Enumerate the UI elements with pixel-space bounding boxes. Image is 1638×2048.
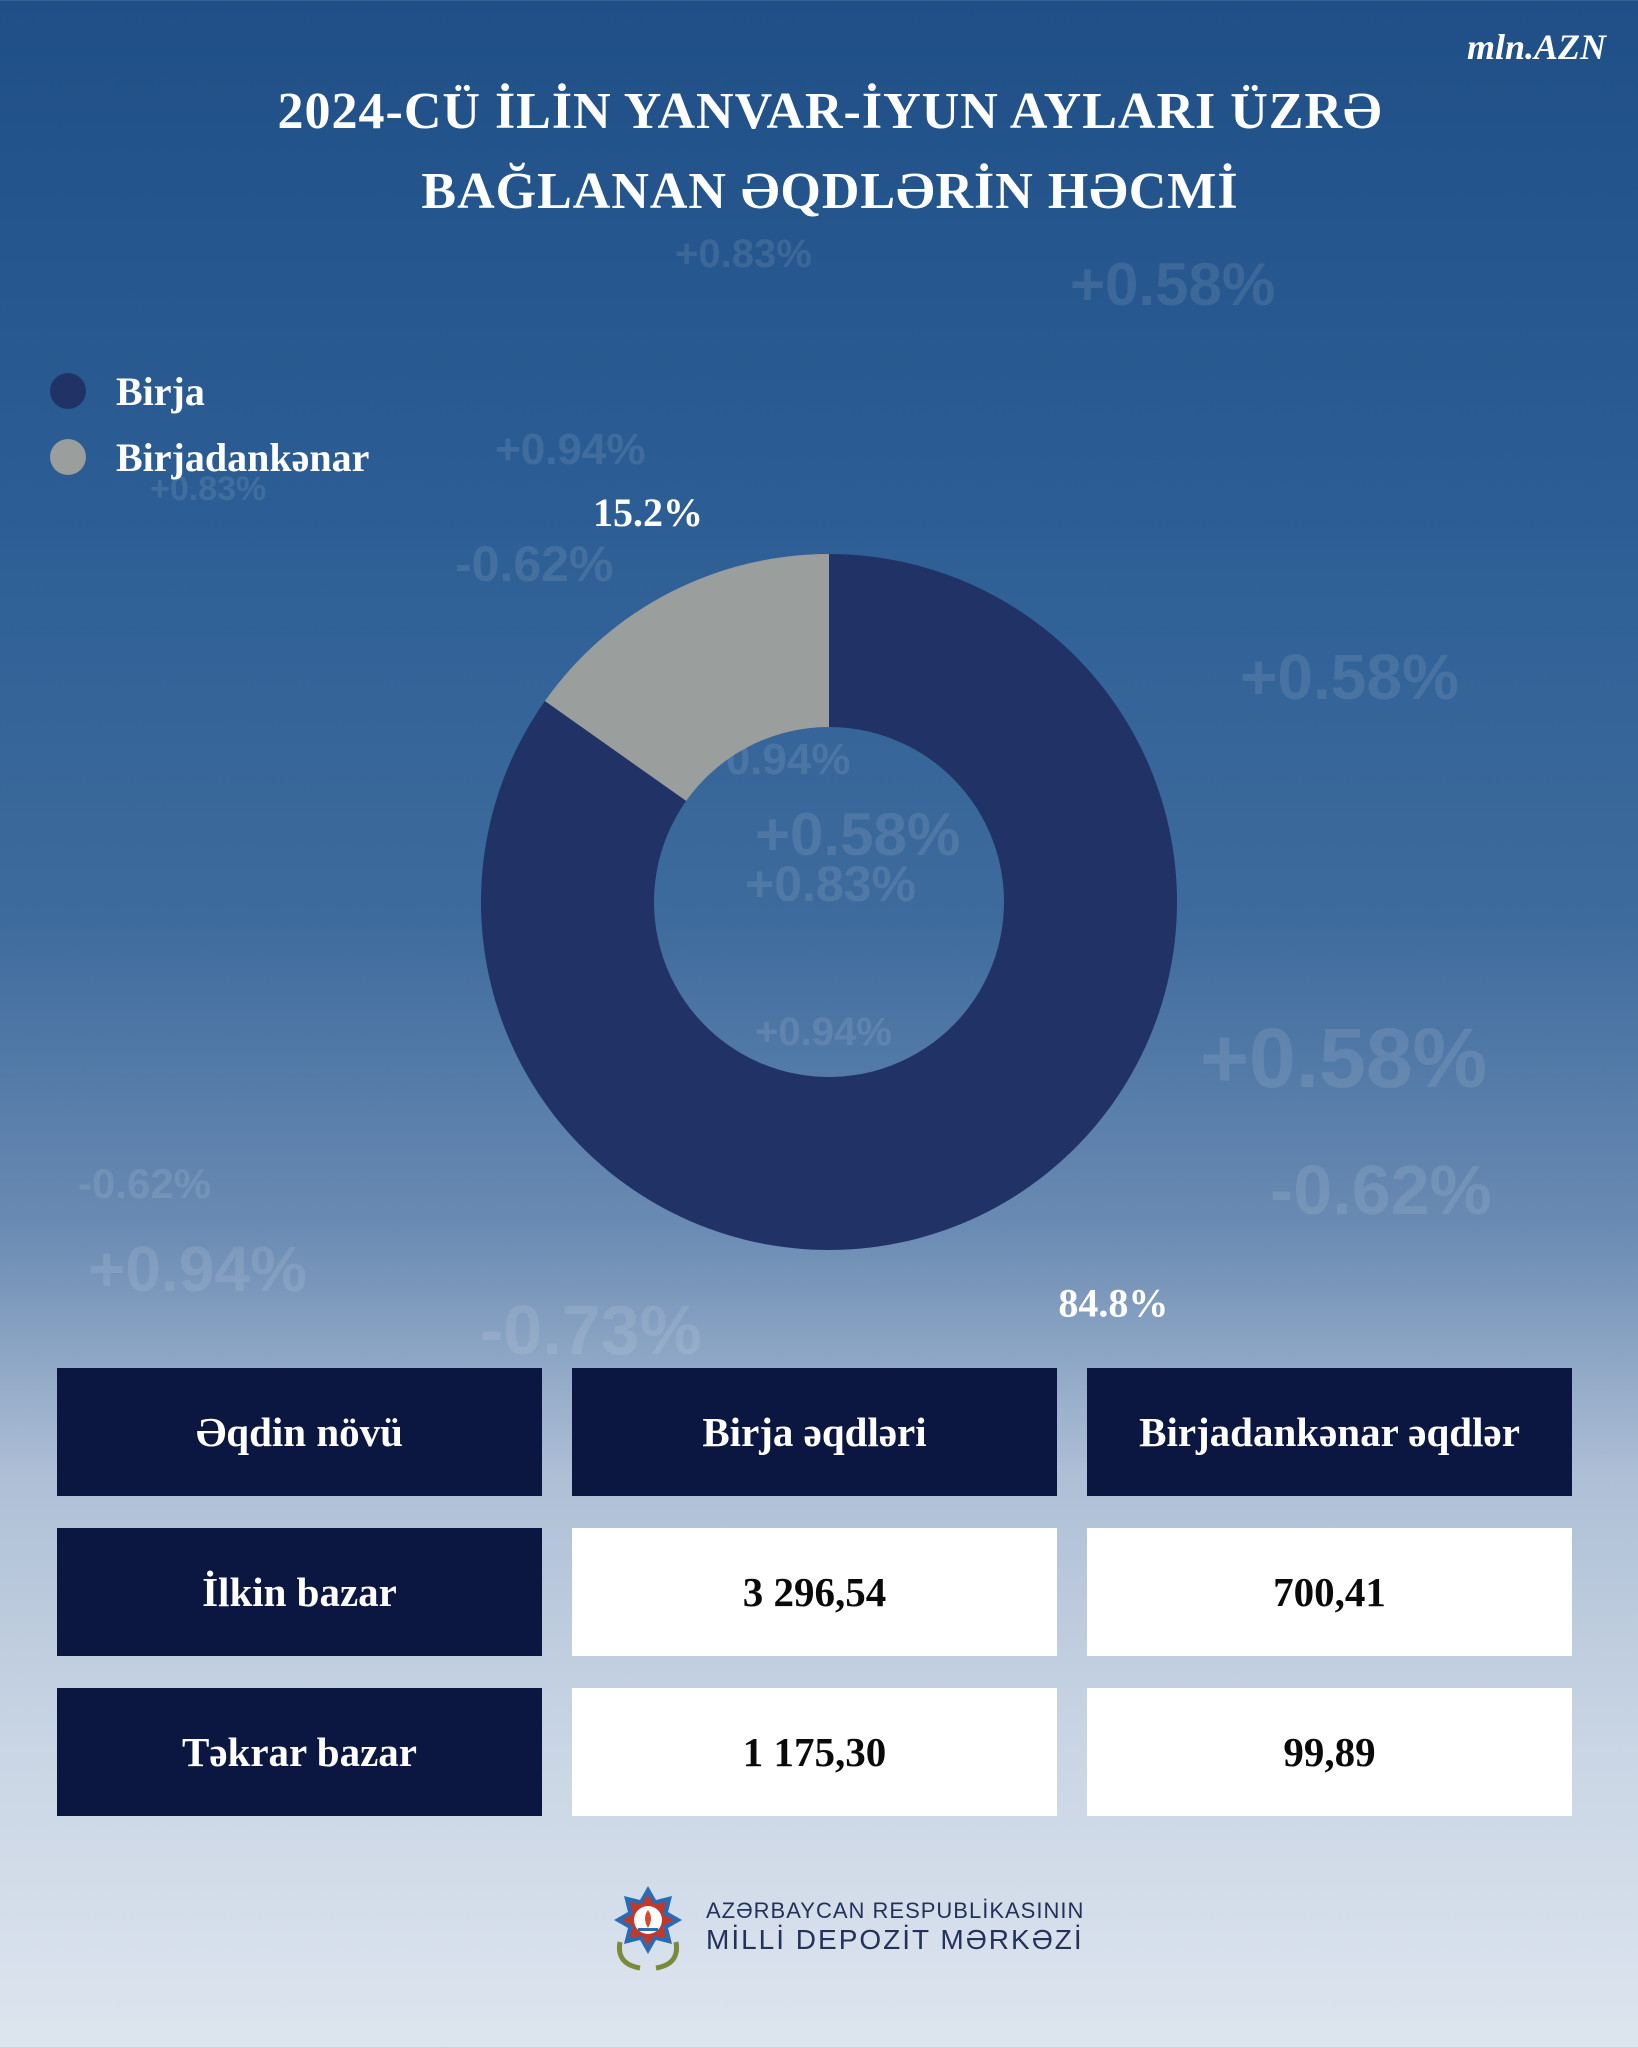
legend-swatch-birjadankenar: [50, 439, 86, 475]
state-emblem-icon: [614, 1886, 682, 1971]
legend-label: Birjadankənar: [116, 434, 370, 480]
legend-label: Birja: [116, 368, 205, 414]
table-cell: 99,89: [1087, 1688, 1572, 1816]
table-header-cell: Birjadankənar əqdlər: [1087, 1368, 1572, 1496]
background-ticker-text: +0.58%: [1070, 251, 1276, 318]
background-ticker-text: +0.58%: [1240, 641, 1459, 713]
donut-percent-label: 84.8%: [1058, 1281, 1168, 1326]
donut-slice-birjadankenar: [544, 554, 829, 801]
table-cell: 3 296,54: [572, 1528, 1057, 1656]
background-ticker-text: +0.83%: [675, 232, 812, 276]
legend-item-birja: Birja: [50, 358, 369, 424]
background-ticker-text: -0.62%: [455, 536, 614, 592]
background-ticker-text: +0.83%: [745, 856, 916, 912]
background-ticker-text: +0.58%: [755, 801, 961, 868]
page-title: 2024-CÜ İLİN YANVAR-İYUN AYLARI ÜZRƏ BAĞ…: [0, 72, 1638, 232]
unit-label: mln.AZN: [1466, 27, 1606, 67]
donut-chart: 84.8% 15.2%: [481, 490, 1178, 1326]
table-row-label: İlkin bazar: [57, 1528, 542, 1656]
legend-swatch-birja: [50, 373, 86, 409]
footer-line-2: MİLLİ DEPOZİT MƏRKƏZİ: [706, 1924, 1084, 1955]
footer-line-1: AZƏRBAYCAN RESPUBLİKASININ: [706, 1898, 1085, 1923]
table-cell: 1 175,30: [572, 1688, 1057, 1816]
donut-percent-label: 15.2%: [593, 490, 703, 535]
donut-slice-birja: [481, 554, 1178, 1250]
table-cell: 700,41: [1087, 1528, 1572, 1656]
background-ticker-text: +0.94%: [755, 1010, 892, 1054]
background-ticker-text: +0.94%: [88, 1233, 307, 1305]
footer-logo: AZƏRBAYCAN RESPUBLİKASININ MİLLİ DEPOZİT…: [612, 1882, 1084, 1972]
table-header-cell: Əqdin növü: [57, 1368, 542, 1496]
background-ticker-text: +0.58%: [1200, 1011, 1488, 1105]
table-row-label: Təkrar bazar: [57, 1688, 542, 1816]
title-line: 2024-CÜ İLİN YANVAR-İYUN AYLARI ÜZRƏ: [277, 83, 1383, 140]
background-ticker-text: +0.83%: [150, 470, 267, 508]
title-line: BAĞLANAN ƏQDLƏRİN HƏCMİ: [421, 163, 1239, 220]
background-ticker-text: -0.62%: [1270, 1151, 1492, 1229]
background-ticker-text: +0.94%: [495, 425, 646, 474]
background-ticker-text: -0.73%: [480, 1291, 702, 1369]
table-header-cell: Birja əqdləri: [572, 1368, 1057, 1496]
background-ticker-text: -0.62%: [78, 1160, 212, 1207]
chart-legend: Birja Birjadankənar: [50, 358, 369, 490]
legend-item-birjadankenar: Birjadankənar: [50, 424, 369, 490]
